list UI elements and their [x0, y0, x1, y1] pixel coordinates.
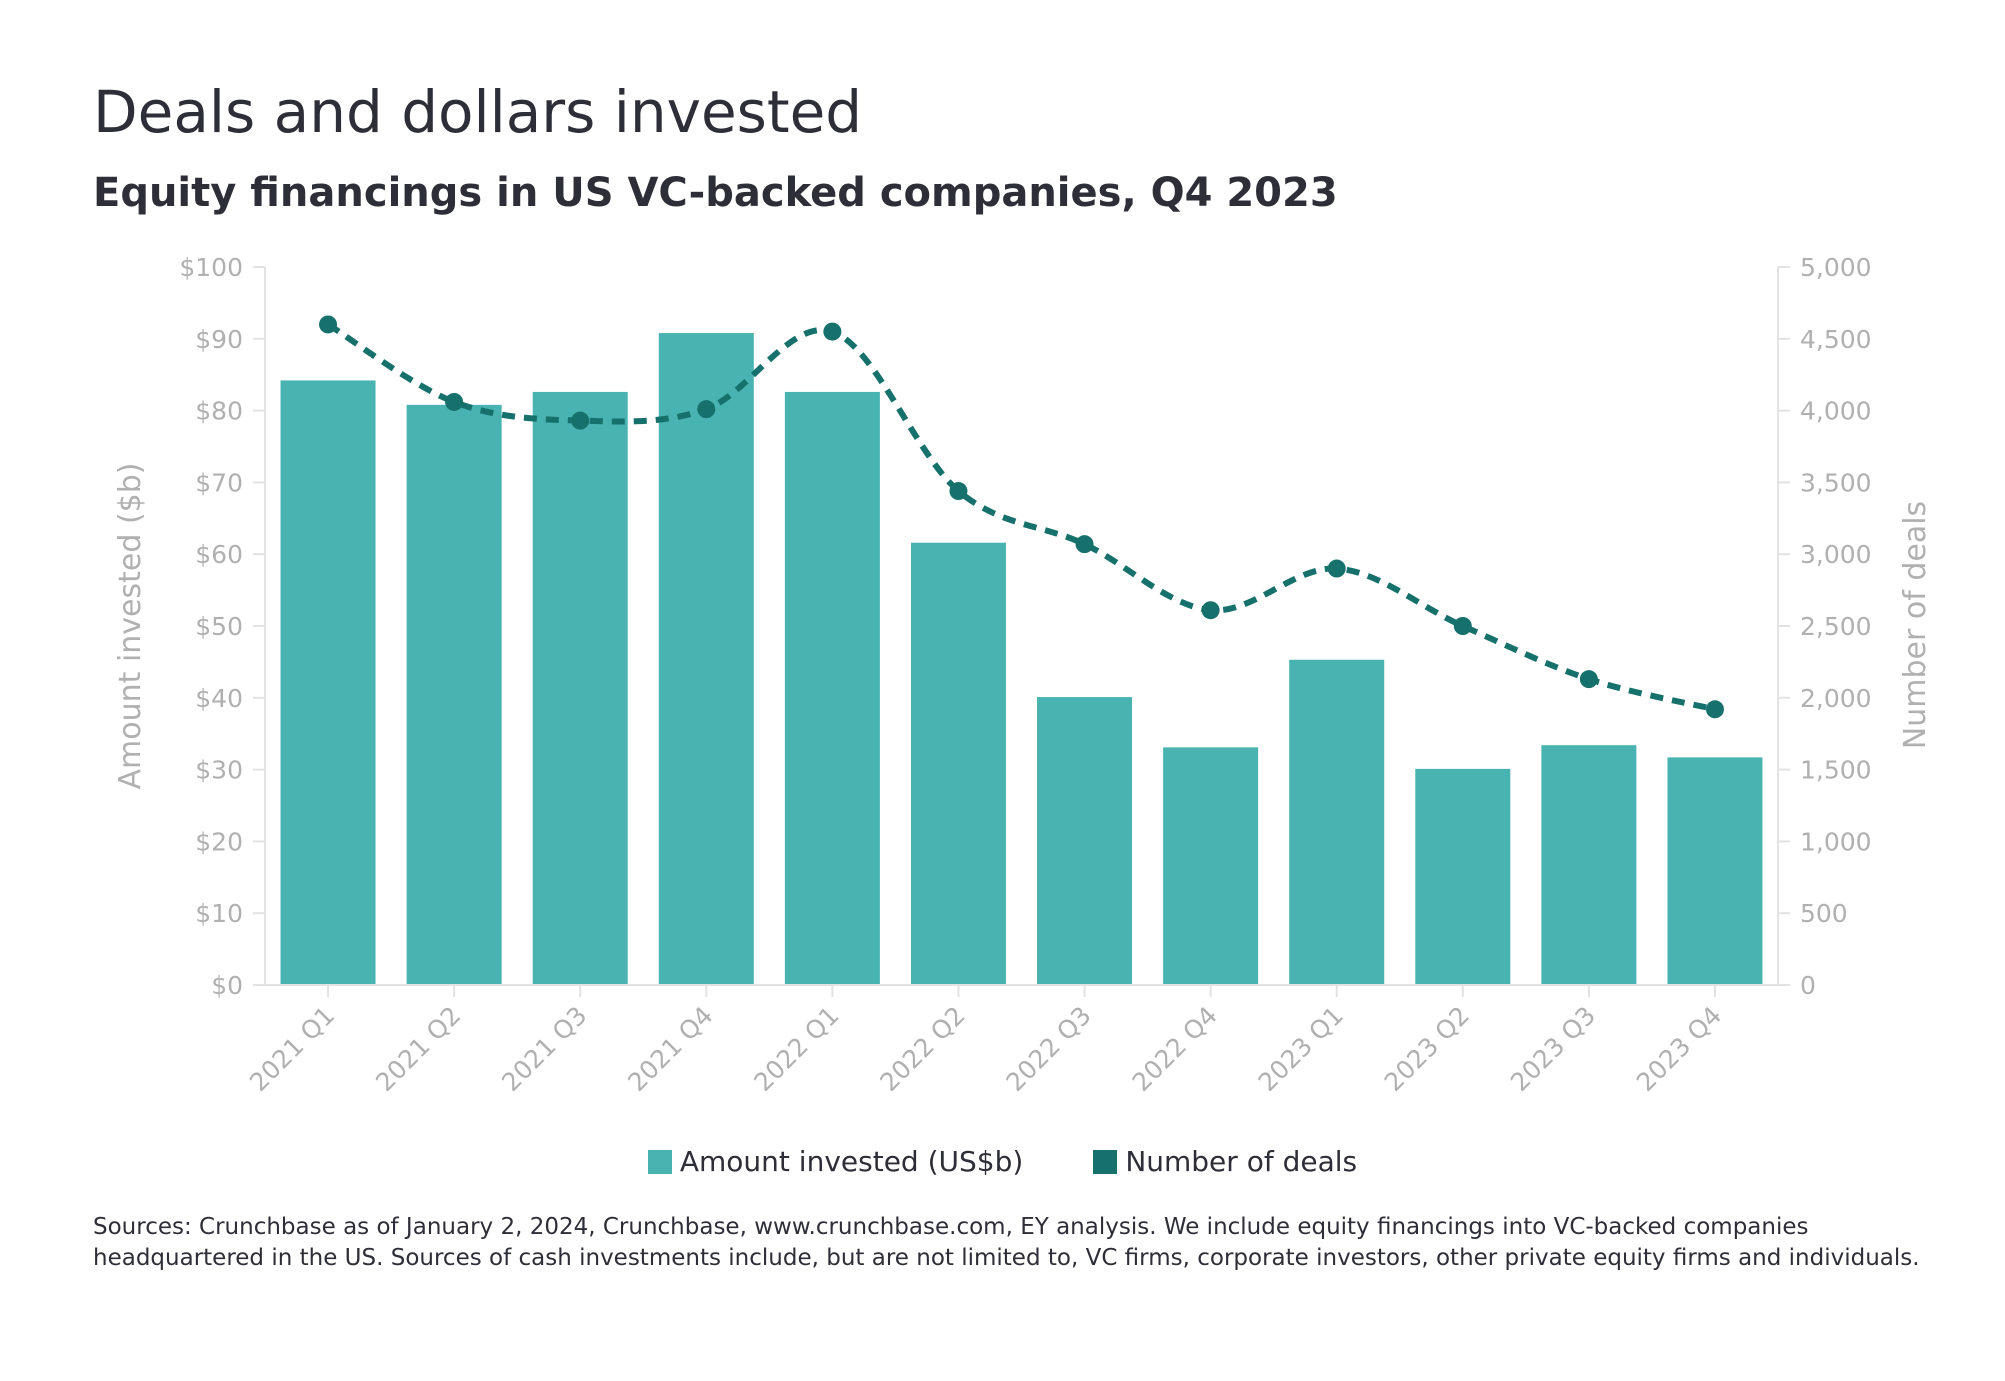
- bar-amount-invested[interactable]: [280, 380, 376, 986]
- deals-point[interactable]: [1453, 617, 1472, 635]
- right-tick-label: 1,500: [1800, 756, 1872, 785]
- legend-label-deals: Number of deals: [1125, 1145, 1358, 1178]
- deals-point[interactable]: [1327, 559, 1346, 578]
- x-tick-label: 2023 Q3: [1505, 1001, 1601, 1097]
- right-tick-label: 0: [1800, 971, 1816, 1000]
- left-tick-label: $70: [195, 468, 243, 497]
- x-tick-label: 2021 Q2: [370, 1001, 466, 1097]
- left-tick-label: $10: [195, 899, 243, 928]
- deals-point[interactable]: [823, 322, 842, 341]
- legend-swatch-amount: [647, 1149, 672, 1174]
- line-number-of-deals: [319, 315, 1724, 719]
- deals-point[interactable]: [319, 315, 338, 334]
- x-tick-label: 2022 Q1: [748, 1001, 844, 1097]
- right-axis-title: Number of deals: [1898, 501, 1933, 749]
- left-tick-label: $20: [195, 827, 243, 856]
- legend-swatch-deals: [1093, 1149, 1118, 1174]
- chart-subtitle: Equity financings in US VC-backed compan…: [93, 170, 1338, 216]
- x-tick-label: 2022 Q4: [1127, 1001, 1223, 1097]
- bar-amount-invested[interactable]: [1541, 745, 1637, 985]
- x-tick-label: 2021 Q1: [244, 1001, 340, 1097]
- bar-amount-invested[interactable]: [1163, 747, 1259, 985]
- deals-point[interactable]: [1075, 535, 1094, 554]
- right-axis-ticks: 0 500 1,000 1,500 2,000 2,500 3,000 3,500 4,000 4…: [1778, 253, 1872, 1000]
- source-note: Sources: Crunchbase as of January 2, 202…: [93, 1214, 1920, 1271]
- category-axis-labels: 2021 Q1 2021 Q2 2021 Q3 2021 Q4 2022 Q1 2022 …: [244, 985, 1727, 1097]
- right-tick-label: 3,500: [1800, 468, 1872, 497]
- deals-point[interactable]: [949, 482, 968, 501]
- x-tick-label: 2021 Q3: [496, 1001, 592, 1097]
- deals-point[interactable]: [1201, 601, 1220, 620]
- deals-point[interactable]: [445, 392, 464, 411]
- left-tick-label: $40: [195, 684, 243, 713]
- legend-item-amount[interactable]: Amount invested (US$b): [647, 1145, 1024, 1178]
- x-tick-label: 2022 Q3: [1001, 1001, 1097, 1097]
- bar-amount-invested[interactable]: [406, 404, 502, 986]
- bar-amount-invested[interactable]: [1289, 659, 1385, 985]
- left-axis-ticks: $0 $10 $20 $30 $40 $50 $60 $70 $80 $90 $100: [179, 253, 265, 1000]
- left-tick-label: $60: [195, 540, 243, 569]
- bar-amount-invested[interactable]: [658, 333, 754, 985]
- left-tick-label: $90: [195, 325, 243, 354]
- right-tick-label: 2,000: [1800, 684, 1872, 713]
- legend: Amount invested (US$b) Number of deals: [0, 1145, 2005, 1178]
- deals-point[interactable]: [571, 411, 590, 430]
- left-tick-label: $30: [195, 756, 243, 785]
- bar-amount-invested[interactable]: [1415, 768, 1511, 985]
- bar-amount-invested[interactable]: [1037, 697, 1133, 985]
- right-tick-label: 5,000: [1800, 253, 1872, 282]
- x-tick-label: 2022 Q2: [874, 1001, 970, 1097]
- x-tick-label: 2023 Q4: [1631, 1001, 1727, 1097]
- left-tick-label: $100: [179, 253, 243, 282]
- legend-item-deals[interactable]: Number of deals: [1093, 1145, 1357, 1178]
- chart-title: Deals and dollars invested: [93, 78, 863, 146]
- deals-line-path: [326, 321, 1716, 713]
- bar-amount-invested[interactable]: [784, 391, 880, 985]
- right-tick-label: 2,500: [1800, 612, 1872, 641]
- x-tick-label: 2021 Q4: [622, 1001, 718, 1097]
- x-tick-label: 2023 Q1: [1253, 1001, 1349, 1097]
- right-tick-label: 1,000: [1800, 827, 1872, 856]
- bars-amount-invested: [280, 333, 1763, 986]
- bar-amount-invested[interactable]: [1667, 757, 1763, 985]
- deals-point[interactable]: [1705, 700, 1724, 719]
- bar-amount-invested[interactable]: [532, 391, 628, 985]
- deals-point[interactable]: [697, 400, 716, 419]
- right-tick-label: 500: [1800, 899, 1848, 928]
- deals-point[interactable]: [1579, 670, 1598, 689]
- right-tick-label: 4,500: [1800, 325, 1872, 354]
- x-tick-label: 2023 Q2: [1379, 1001, 1475, 1097]
- right-tick-label: 4,000: [1800, 397, 1872, 426]
- legend-label-amount: Amount invested (US$b): [679, 1145, 1024, 1178]
- left-tick-label: $80: [195, 397, 243, 426]
- right-tick-label: 3,000: [1800, 540, 1872, 569]
- bar-amount-invested[interactable]: [910, 542, 1006, 985]
- left-axis-title: Amount invested ($b): [113, 463, 148, 790]
- left-tick-label: $0: [211, 971, 243, 1000]
- left-tick-label: $50: [195, 612, 243, 641]
